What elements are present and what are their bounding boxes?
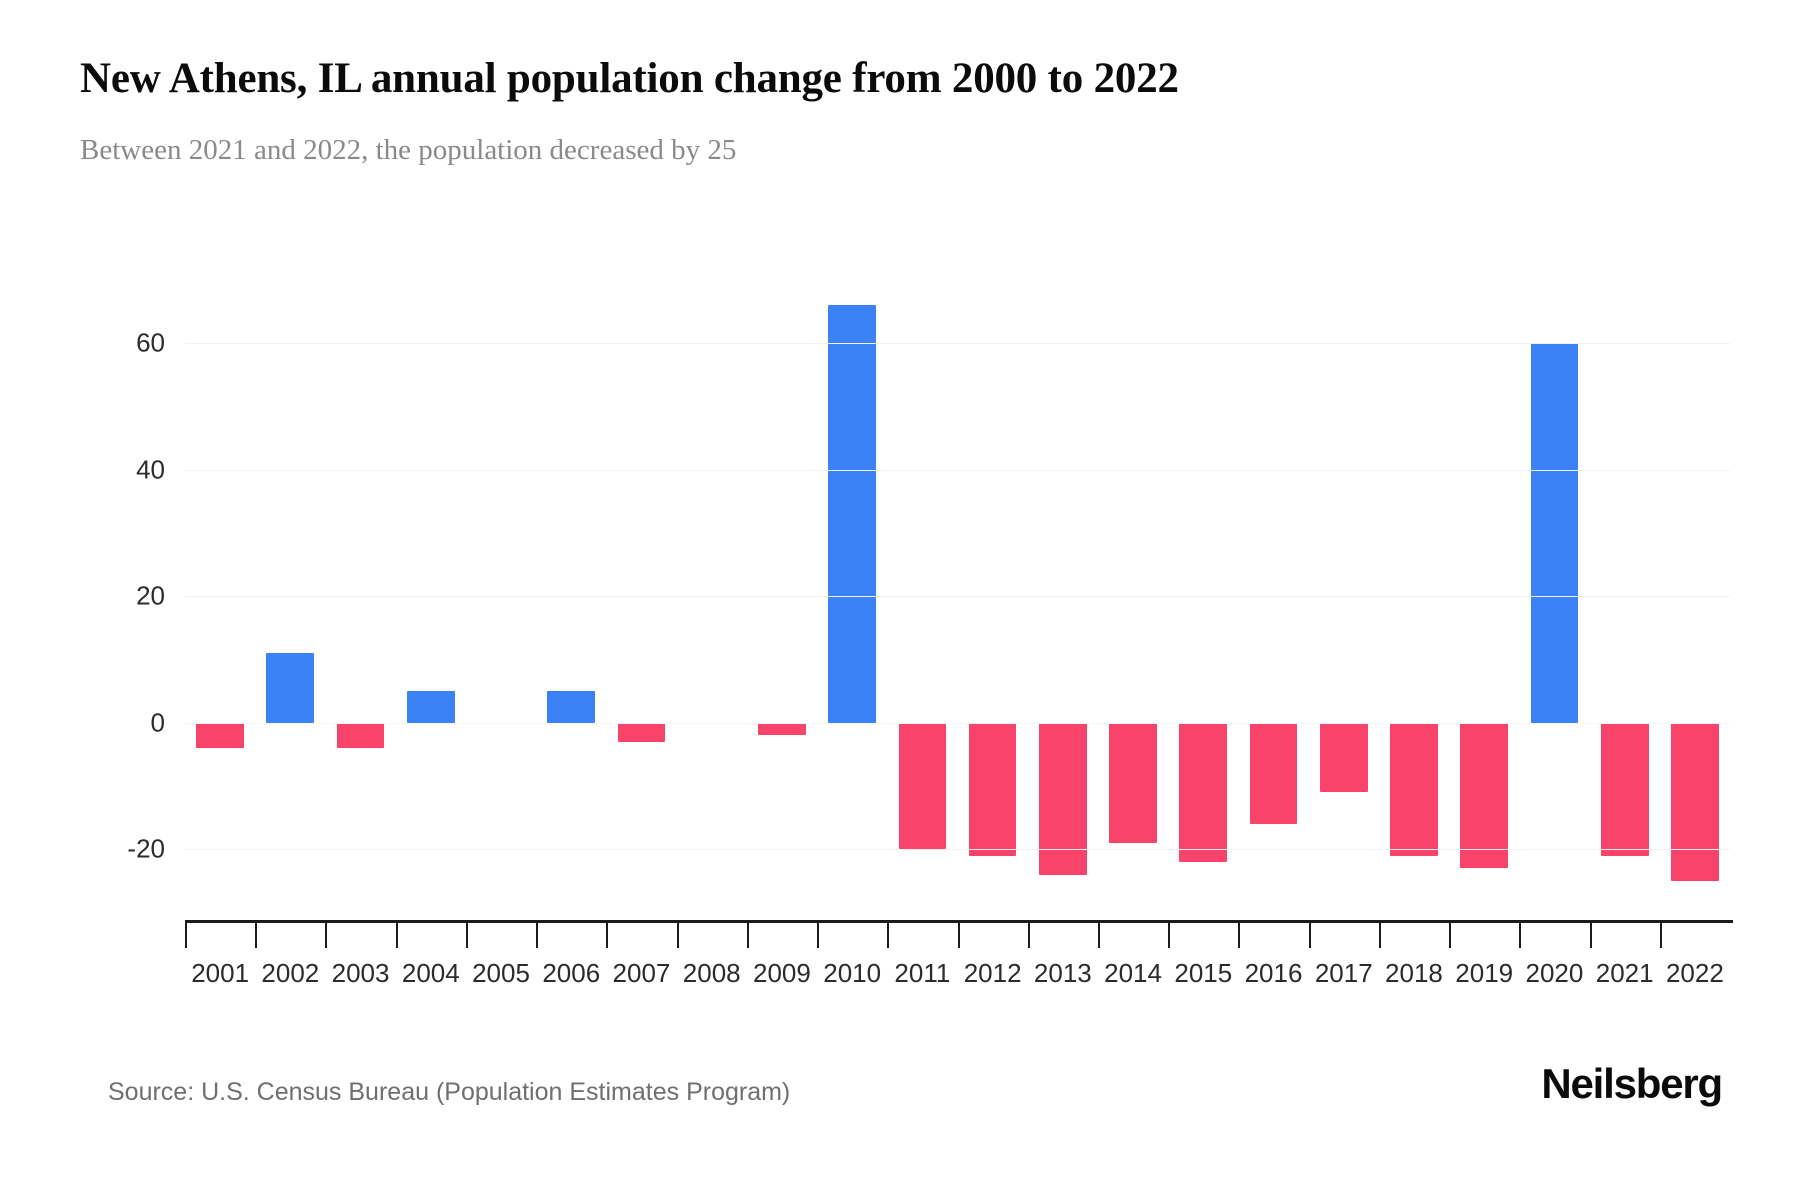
y-axis-tick-label: 40 xyxy=(136,454,165,485)
x-axis-tickmark xyxy=(1097,922,1100,948)
bar-2018[interactable] xyxy=(1390,722,1438,856)
x-axis-tick-label-2014: 2014 xyxy=(1104,958,1162,988)
x-axis-tickmark xyxy=(887,922,890,948)
x-axis-line xyxy=(185,920,1733,923)
x-axis-tickmark xyxy=(1589,922,1592,948)
x-axis-tickmark xyxy=(536,922,539,948)
bar-2003[interactable] xyxy=(336,722,385,749)
x-axis-tickmark xyxy=(1308,922,1311,948)
x-axis-tick-label-2018: 2018 xyxy=(1385,958,1443,988)
bar-2022[interactable] xyxy=(1671,722,1719,881)
page-subtitle: Between 2021 and 2022, the population de… xyxy=(80,134,737,166)
x-axis-tick-label-2013: 2013 xyxy=(1033,958,1092,988)
bar-2009[interactable] xyxy=(758,722,806,736)
bar-2017[interactable] xyxy=(1319,722,1368,793)
x-axis-tickmark xyxy=(817,922,820,948)
zero-gridline xyxy=(185,722,1730,724)
x-axis-tick-label-2021: 2021 xyxy=(1595,958,1654,988)
bar-2011[interactable] xyxy=(898,722,947,850)
bar-2001[interactable] xyxy=(196,722,244,749)
x-axis-tickmark xyxy=(1659,922,1662,948)
bar-2007[interactable] xyxy=(617,722,666,742)
x-axis-tick-label-2003: 2003 xyxy=(331,958,390,988)
x-axis-tick-label-2020: 2020 xyxy=(1525,958,1584,988)
page-title: New Athens, IL annual population change … xyxy=(80,55,1179,102)
x-axis-tickmark xyxy=(746,922,749,948)
gridline xyxy=(185,469,1730,471)
x-axis-tick-label-2010: 2010 xyxy=(823,958,882,988)
bar-2014[interactable] xyxy=(1109,722,1157,844)
x-axis-tick-label-2016: 2016 xyxy=(1244,958,1303,988)
x-axis-tickmark xyxy=(255,922,258,948)
gridline xyxy=(185,343,1730,345)
y-axis-tick-label: -20 xyxy=(127,833,165,864)
bar-2013[interactable] xyxy=(1038,722,1087,875)
x-axis-tickmark xyxy=(185,922,187,948)
x-axis-tickmark xyxy=(1238,922,1241,948)
x-axis-tick-label-2004: 2004 xyxy=(401,958,460,988)
gridline xyxy=(185,596,1730,598)
x-axis-tick-label-2019: 2019 xyxy=(1455,958,1514,988)
bar-2010[interactable] xyxy=(828,305,877,723)
x-axis-tickmark xyxy=(1168,922,1171,948)
gridline xyxy=(185,849,1730,851)
y-axis-tick-label: 0 xyxy=(150,707,165,738)
x-axis-tick-label-2005: 2005 xyxy=(472,958,530,988)
x-axis-tickmark xyxy=(957,922,960,948)
x-axis-tick-label-2022: 2022 xyxy=(1665,958,1724,988)
x-axis-tick-label-2012: 2012 xyxy=(963,958,1022,988)
source-note: Source: U.S. Census Bureau (Population E… xyxy=(108,1078,791,1106)
bar-2016[interactable] xyxy=(1249,722,1298,825)
x-axis-tick-label-2015: 2015 xyxy=(1174,958,1233,988)
x-axis-tick-labels: 2001 2002 2003 2004 2005 2006 2007 2008 2009 2010… xyxy=(185,958,1733,998)
x-axis-tickmark xyxy=(395,922,398,948)
bar-2019[interactable] xyxy=(1460,722,1509,869)
x-axis-tick-label-2009: 2009 xyxy=(753,958,811,988)
y-axis-tick-label: 60 xyxy=(136,327,165,358)
x-axis-tickmark xyxy=(1027,922,1030,948)
bar-2015[interactable] xyxy=(1179,722,1228,863)
x-axis-tick-label-2017: 2017 xyxy=(1314,958,1373,988)
x-axis-tick-label-2007: 2007 xyxy=(612,958,671,988)
x-axis-tickmark xyxy=(465,922,468,948)
x-axis-tickmark xyxy=(1378,922,1381,948)
x-axis-tick-label-2001: 2001 xyxy=(191,958,250,988)
x-axis-tickmark xyxy=(606,922,609,948)
x-axis-tick-label-2002: 2002 xyxy=(261,958,320,988)
bar-2006[interactable] xyxy=(547,691,596,723)
x-axis-tick-label-2011: 2011 xyxy=(894,958,951,988)
x-axis-tickmark xyxy=(1449,922,1452,948)
bar-2002[interactable] xyxy=(266,653,315,723)
brand-logo: Neilsberg xyxy=(1541,1060,1723,1107)
bar-2004[interactable] xyxy=(406,691,455,723)
bar-2021[interactable] xyxy=(1600,722,1649,856)
chart-plot-area xyxy=(185,280,1730,900)
x-axis-tickmark xyxy=(676,922,679,948)
x-axis-tickmark xyxy=(1519,922,1522,948)
bars-group xyxy=(185,280,1730,900)
bar-2020[interactable] xyxy=(1530,343,1579,723)
x-axis-tick-label-2008: 2008 xyxy=(682,958,741,988)
bar-2012[interactable] xyxy=(968,722,1017,856)
x-axis-tickmark xyxy=(325,922,328,948)
x-axis-tick-label-2006: 2006 xyxy=(542,958,601,988)
y-axis-tick-label: 20 xyxy=(136,580,165,611)
